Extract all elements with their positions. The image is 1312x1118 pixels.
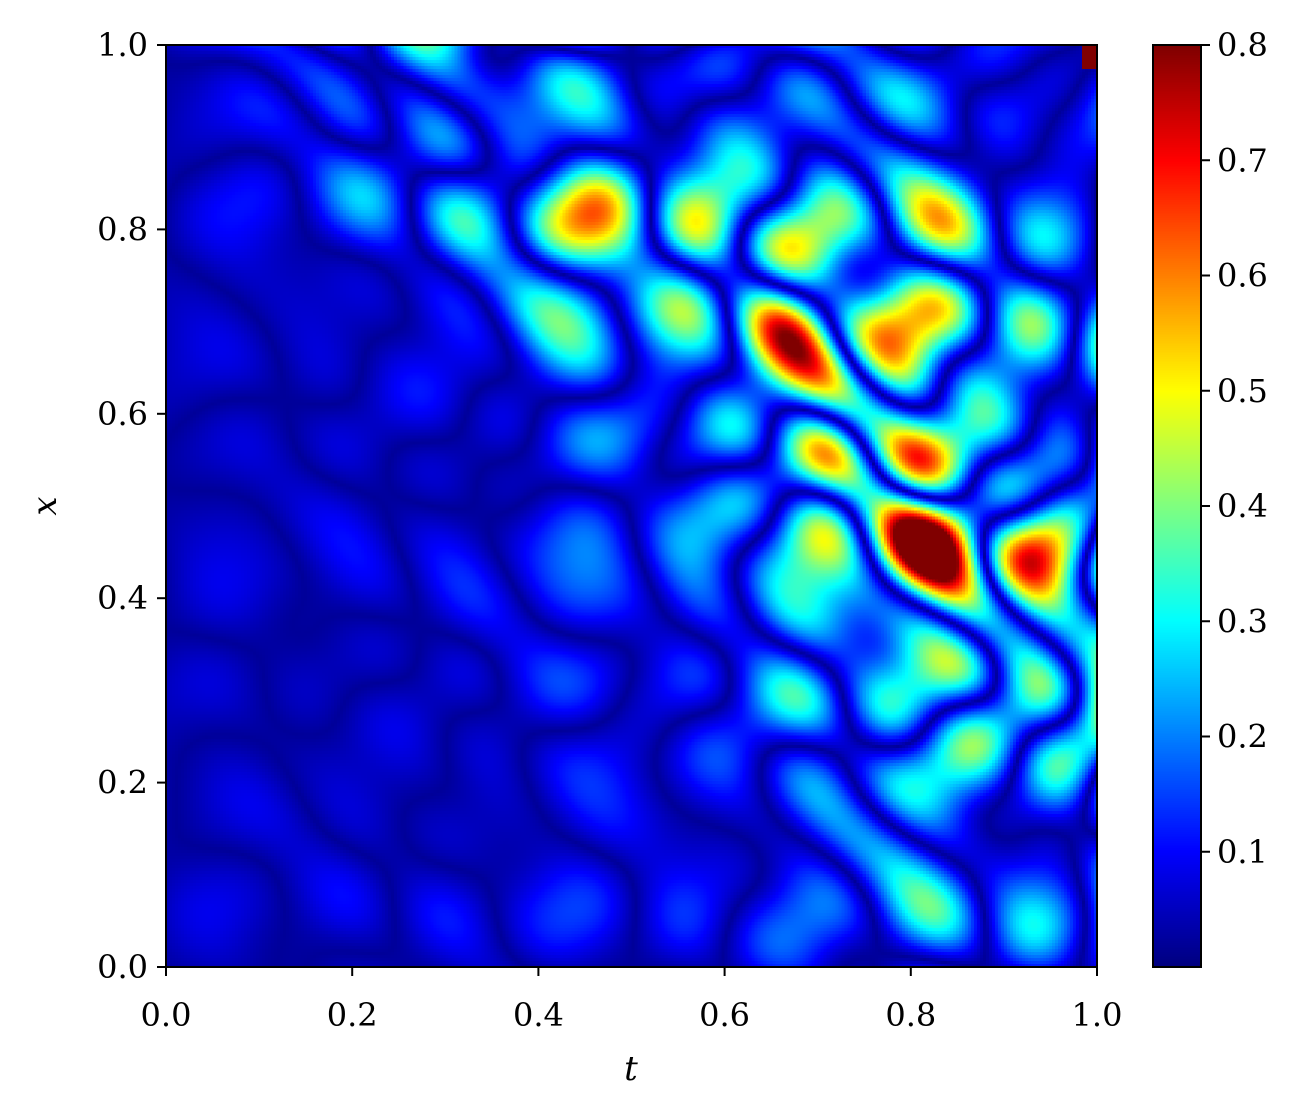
y-axis: 0.0 0.2 0.4 0.6 0.8 1.0 x [25,26,166,986]
colorbar-tick-label: 0.2 [1217,718,1268,756]
heatmap-image [166,45,1097,967]
y-tick-label: 0.4 [97,579,148,617]
colorbar-tick-label: 0.6 [1217,257,1268,295]
x-tick-label: 0.0 [141,996,192,1034]
colorbar-gradient [1153,45,1201,967]
colorbar-axis: 0.1 0.2 0.3 0.4 0.5 0.6 0.7 0.8 [1201,26,1268,871]
colorbar-tick-label: 0.3 [1217,602,1268,640]
plot-frame [165,44,1098,968]
y-tick-label: 0.8 [97,210,148,248]
y-tick-label: 1.0 [97,26,148,64]
x-tick-label: 0.4 [513,996,564,1034]
colorbar-tick-label: 0.8 [1217,26,1268,64]
y-axis-label: x [25,496,65,515]
colorbar-tick-label: 0.4 [1217,487,1268,525]
x-tick-label: 0.2 [327,996,378,1034]
x-tick-label: 0.6 [699,996,750,1034]
colorbar-frame [1152,44,1202,968]
y-tick-label: 0.0 [97,948,148,986]
x-tick-label: 1.0 [1072,996,1123,1034]
colorbar-tick-label: 0.5 [1217,372,1268,410]
y-tick-label: 0.6 [97,395,148,433]
x-axis: 0.0 0.2 0.4 0.6 0.8 1.0 t [141,967,1123,1089]
colorbar-tick-label: 0.1 [1217,833,1268,871]
y-tick-label: 0.2 [97,764,148,802]
colorbar-tick-label: 0.7 [1217,141,1268,179]
x-tick-label: 0.8 [885,996,936,1034]
x-axis-label: t [624,1049,638,1089]
